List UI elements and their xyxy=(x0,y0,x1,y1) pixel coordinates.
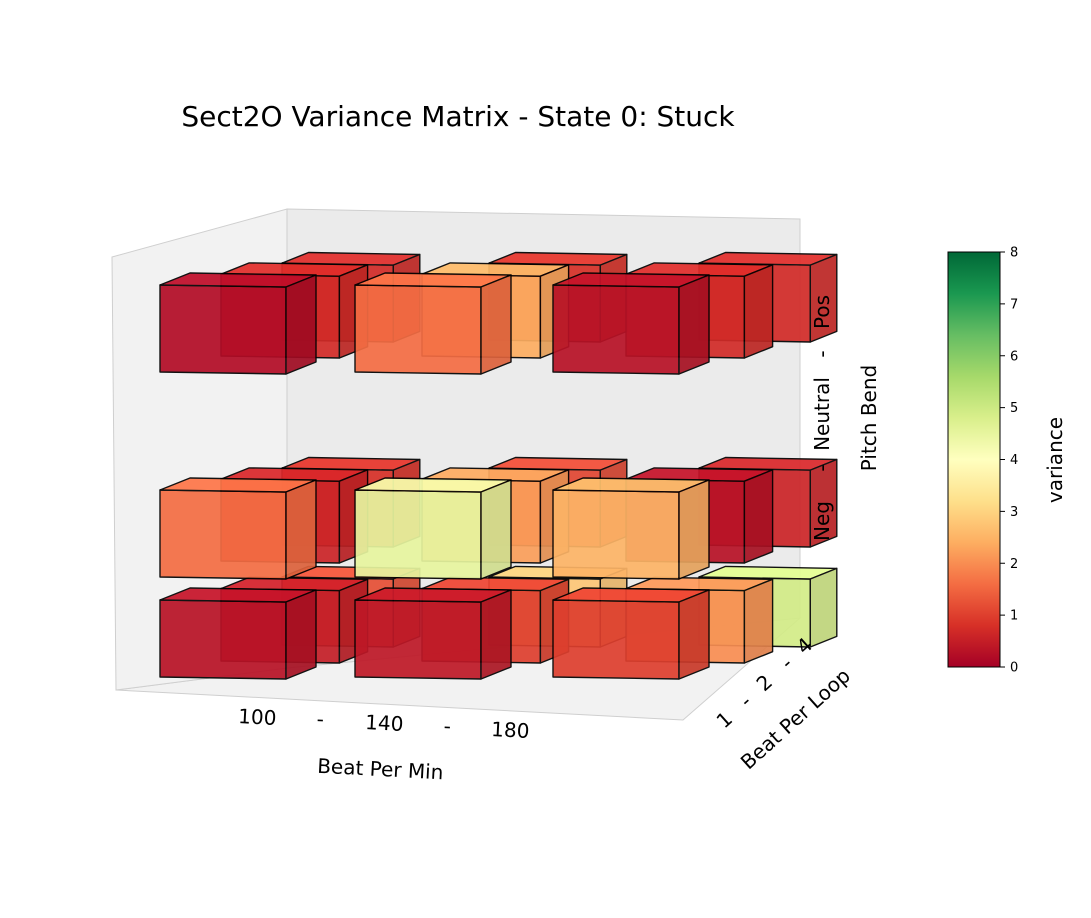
bar-cube-100-1-neutral xyxy=(159,477,317,580)
z-tick-label: Pos xyxy=(810,295,834,329)
colorbar-tick-label: 6 xyxy=(1010,349,1018,364)
bar-face-side xyxy=(678,274,710,375)
bar-face-side xyxy=(809,253,838,343)
x-axis: 100 - 140 - 180 Beat Per Min xyxy=(238,704,530,784)
colorbar-label: variance xyxy=(1043,417,1067,503)
bar-cube-180-1-neg xyxy=(552,587,710,680)
bar-face-side xyxy=(678,479,710,580)
colorbar-tick-label: 3 xyxy=(1010,505,1018,520)
bar-face-side xyxy=(743,469,774,564)
y-tick-label: - xyxy=(776,651,797,674)
bar-face-side xyxy=(285,479,317,580)
bar-face-side xyxy=(809,458,838,548)
colorbar-tick-label: 2 xyxy=(1010,557,1018,572)
colorbar-ticks: 0 1 2 3 4 5 6 7 8 xyxy=(1000,246,1018,676)
z-tick-label: Neutral xyxy=(810,377,834,451)
colorbar-tick-label: 4 xyxy=(1010,453,1018,468)
colorbar-tick-label: 8 xyxy=(1010,246,1018,261)
z-axis: Neg - Neutral - Pos Pitch Bend xyxy=(810,295,881,541)
bar-cube-140-1-neg xyxy=(354,587,512,680)
y-tick-label: 1 xyxy=(712,707,738,733)
bar-face-front xyxy=(159,489,287,580)
z-tick-label: - xyxy=(810,350,834,357)
bar-face-side xyxy=(285,274,317,375)
colorbar-tick-label: 7 xyxy=(1010,297,1018,312)
bar-cube-180-1-pos xyxy=(552,272,710,375)
y-tick-label: 2 xyxy=(752,670,778,696)
x-tick-label: - xyxy=(316,707,324,731)
bar-face-side xyxy=(480,589,512,680)
bar-cube-100-1-pos xyxy=(159,272,317,375)
bar-cubes xyxy=(159,251,838,680)
x-tick-label: 100 xyxy=(238,704,277,730)
bar-face-front xyxy=(354,489,482,580)
bar-cube-140-1-pos xyxy=(354,272,512,375)
bar-face-side xyxy=(809,567,838,648)
bar-face-front xyxy=(552,284,680,375)
z-axis-label: Pitch Bend xyxy=(857,365,881,471)
x-tick-label: - xyxy=(443,714,451,738)
colorbar: 0 1 2 3 4 5 6 7 8 variance xyxy=(947,246,1067,676)
colorbar-tick-label: 1 xyxy=(1010,609,1018,624)
bar-face-side xyxy=(743,264,774,359)
chart-title: Sect2O Variance Matrix - State 0: Stuck xyxy=(181,100,735,133)
bar-face-front xyxy=(354,284,482,375)
bar-face-side xyxy=(480,274,512,375)
bar-face-side xyxy=(678,589,710,680)
bar-cube-180-1-neutral xyxy=(552,477,710,580)
x-tick-label: 140 xyxy=(365,710,404,736)
bar-face-side xyxy=(285,589,317,680)
bar-cube-100-1-neg xyxy=(159,587,317,680)
x-tick-label: 180 xyxy=(491,717,530,743)
colorbar-tick-label: 0 xyxy=(1010,661,1018,676)
bar-face-front xyxy=(159,284,287,375)
bar-face-front xyxy=(159,599,287,680)
bar-face-front xyxy=(552,599,680,680)
colorbar-gradient xyxy=(947,251,1001,668)
z-tick-label: Neg xyxy=(810,501,834,541)
bar-cube-140-1-neutral xyxy=(354,477,512,580)
x-axis-label: Beat Per Min xyxy=(317,754,444,785)
y-tick-label: - xyxy=(735,689,756,712)
bar-face-side xyxy=(480,479,512,580)
z-tick-label: - xyxy=(810,464,834,471)
bar-face-front xyxy=(354,599,482,680)
bar-face-side xyxy=(743,578,774,664)
colorbar-tick-label: 5 xyxy=(1010,401,1018,416)
bar-face-front xyxy=(552,489,680,580)
